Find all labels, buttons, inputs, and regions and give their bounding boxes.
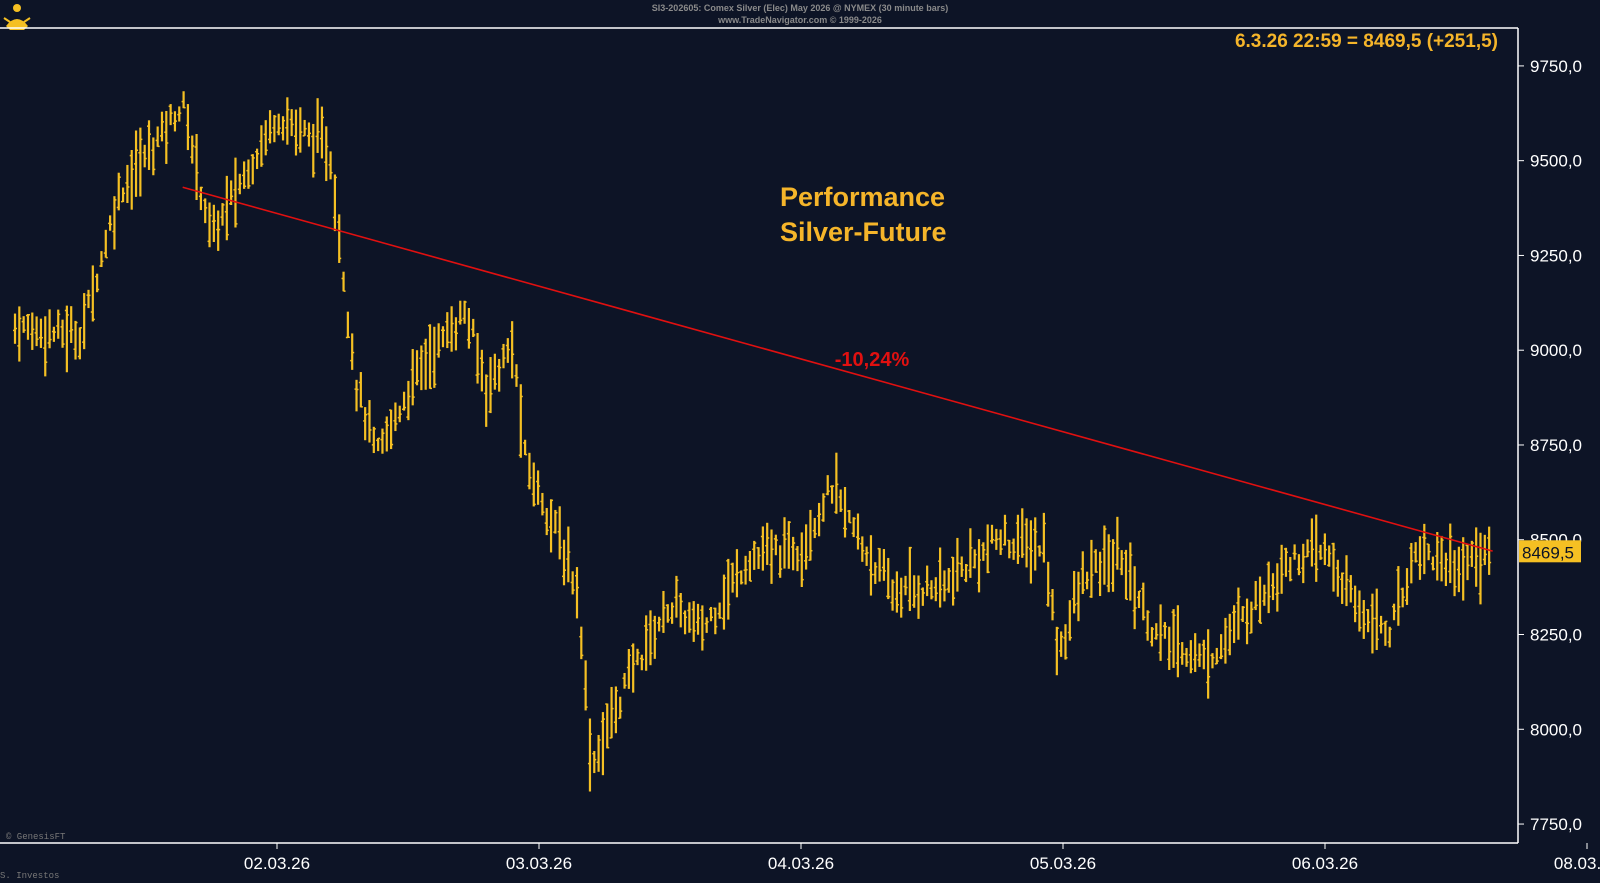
chart-symbol-header: SI3-202605: Comex Silver (Elec) May 2026… — [651, 3, 949, 13]
y-tick-label: 8250,0 — [1530, 626, 1582, 645]
x-tick-label: 08.03.26 — [1554, 854, 1600, 873]
footer-label: S. Investos — [0, 871, 60, 881]
watermark-text: © GenesisFT — [6, 832, 66, 842]
y-tick-label: 9750,0 — [1530, 57, 1582, 76]
y-tick-label: 8000,0 — [1530, 720, 1582, 739]
y-tick-label: 7750,0 — [1530, 815, 1582, 834]
chart-title-line-1: Performance — [780, 182, 945, 212]
y-tick-label: 9500,0 — [1530, 152, 1582, 171]
trendline — [182, 186, 1493, 552]
last-quote-readout: 6.3.26 22:59 = 8469,5 (+251,5) — [1235, 31, 1498, 52]
y-tick-label: 9000,0 — [1530, 341, 1582, 360]
price-bars — [13, 91, 1492, 792]
x-tick-label: 02.03.26 — [244, 854, 310, 873]
y-tick-label: 9250,0 — [1530, 246, 1582, 265]
chart-title-line-2: Silver-Future — [780, 217, 947, 247]
x-tick-label: 04.03.26 — [768, 854, 834, 873]
trendline-percent-label: -10,24% — [835, 349, 910, 371]
x-tick-label: 06.03.26 — [1292, 854, 1358, 873]
chart-copyright-header: www.TradeNavigator.com © 1999-2026 — [718, 15, 882, 25]
x-tick-label: 05.03.26 — [1030, 854, 1096, 873]
last-price-label: 8469,5 — [1522, 543, 1574, 562]
x-tick-label: 03.03.26 — [506, 854, 572, 873]
last-price-box — [1519, 540, 1581, 563]
y-tick-label: 8750,0 — [1530, 436, 1582, 455]
